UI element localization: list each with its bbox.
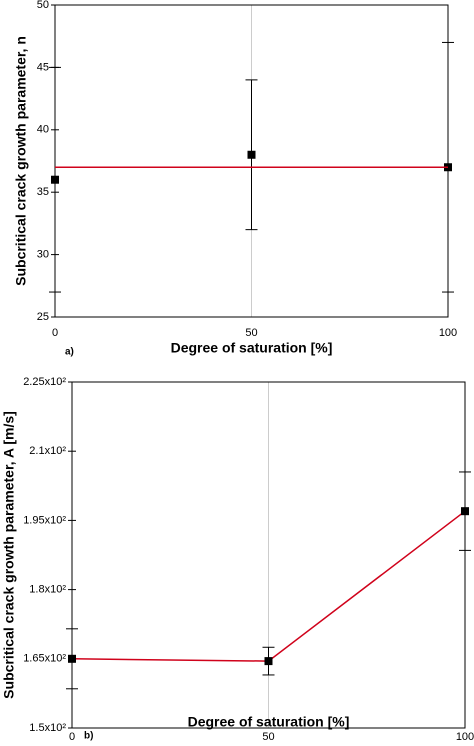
- y-tick-label: 2.1x10²: [29, 445, 66, 457]
- y-tick-label: 40: [37, 124, 49, 136]
- y-tick-label: 1.5x10²: [29, 722, 66, 734]
- y-tick-label: 25: [37, 311, 49, 323]
- y-tick-label: 45: [37, 61, 49, 73]
- data-point: [51, 175, 59, 184]
- x-tick-label: 50: [262, 731, 274, 741]
- data-point: [461, 507, 469, 516]
- x-tick-label: 100: [439, 327, 457, 339]
- x-tick-label: 0: [69, 731, 75, 741]
- data-point: [68, 654, 76, 663]
- x-axis-title: Degree of saturation [%]: [171, 340, 333, 356]
- data-point: [264, 657, 273, 666]
- y-tick-label: 1.65x10²: [23, 653, 66, 665]
- y-tick-label: 1.8x10²: [29, 584, 66, 596]
- y-tick-label: 50: [37, 0, 49, 11]
- y-axis-title: Subcritical crack growth parameter, A [m…: [1, 411, 17, 699]
- x-tick-label: 100: [456, 731, 474, 741]
- data-point: [247, 150, 256, 159]
- y-tick-label: 1.95x10²: [23, 514, 66, 526]
- panel-label: a): [65, 347, 74, 358]
- y-axis-title: Subcritical crack growth parameter, n: [13, 36, 29, 286]
- plot-frame: [71, 381, 466, 729]
- y-tick-label: 30: [37, 249, 49, 261]
- y-tick-label: 35: [37, 186, 49, 198]
- x-tick-label: 50: [245, 327, 257, 339]
- x-axis-title: Degree of saturation [%]: [188, 714, 350, 730]
- y-tick-label: 2.25x10²: [23, 376, 66, 388]
- panel-label: b): [84, 731, 93, 741]
- x-tick-label: 0: [52, 327, 58, 339]
